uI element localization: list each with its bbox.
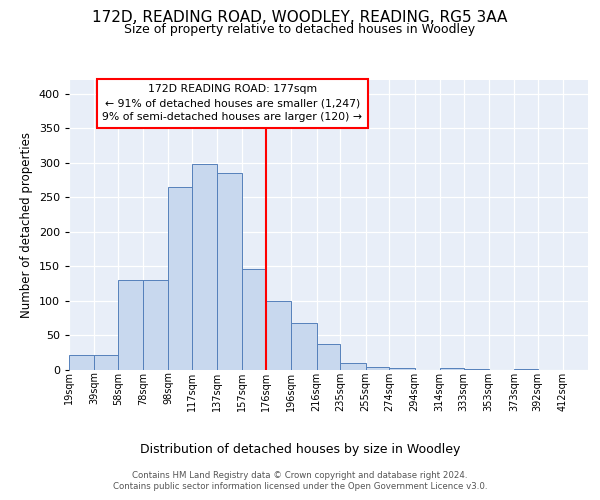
Bar [143,280,168,370]
Bar [292,323,317,370]
Bar [192,164,217,370]
Text: 172D, READING ROAD, WOODLEY, READING, RG5 3AA: 172D, READING ROAD, WOODLEY, READING, RG… [92,10,508,25]
Bar [69,355,94,370]
Text: Contains public sector information licensed under the Open Government Licence v3: Contains public sector information licen… [113,482,487,491]
Bar [389,368,415,370]
Bar [168,187,192,370]
Text: Contains HM Land Registry data © Crown copyright and database right 2024.: Contains HM Land Registry data © Crown c… [132,471,468,480]
Bar [118,280,143,370]
Y-axis label: Number of detached properties: Number of detached properties [20,132,33,318]
Bar [440,368,464,370]
Bar [94,355,118,370]
Text: Size of property relative to detached houses in Woodley: Size of property relative to detached ho… [124,22,476,36]
Text: Distribution of detached houses by size in Woodley: Distribution of detached houses by size … [140,442,460,456]
Text: 172D READING ROAD: 177sqm
← 91% of detached houses are smaller (1,247)
9% of sem: 172D READING ROAD: 177sqm ← 91% of detac… [103,84,362,122]
Bar [514,368,538,370]
Bar [340,363,365,370]
Bar [317,344,340,370]
Bar [365,366,389,370]
Bar [266,301,292,370]
Bar [464,368,489,370]
Bar [217,173,242,370]
Bar [242,268,266,370]
